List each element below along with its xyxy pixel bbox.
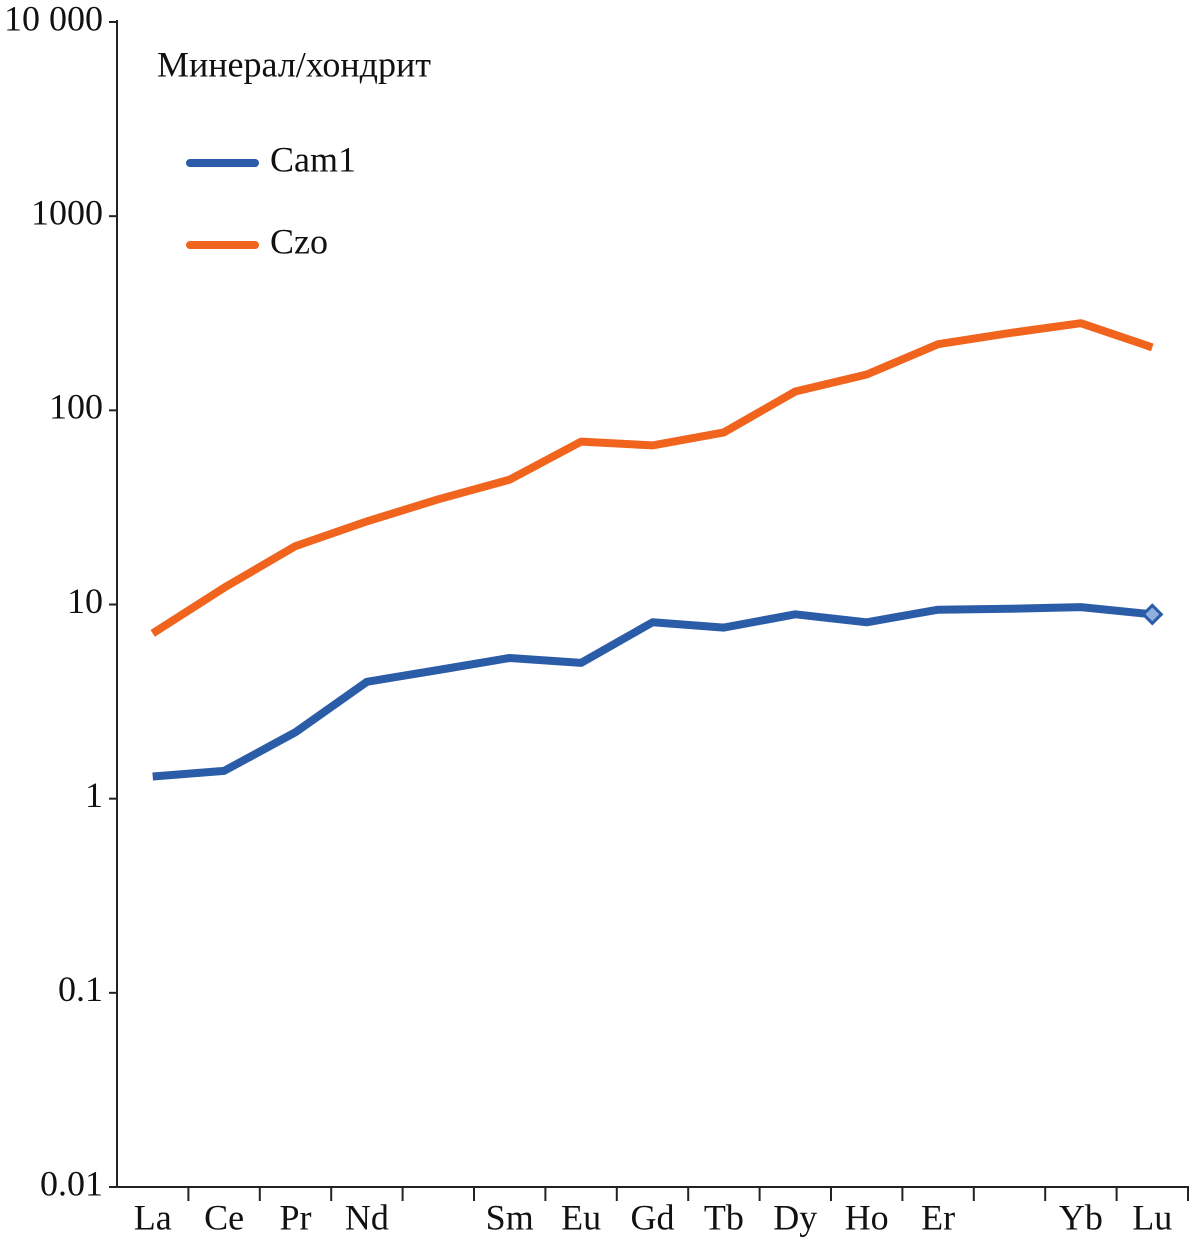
x-tick-label: Yb bbox=[1059, 1197, 1103, 1237]
y-tick-label: 0.1 bbox=[58, 969, 103, 1009]
y-tick-label: 1000 bbox=[31, 192, 103, 232]
x-tick-label: Tb bbox=[704, 1197, 744, 1237]
series-line bbox=[152, 603, 1153, 781]
x-tick-label: Pr bbox=[279, 1197, 311, 1237]
x-tick-label: Gd bbox=[631, 1197, 675, 1237]
y-axis-label: Минерал/хондрит bbox=[157, 44, 431, 84]
x-tick-label: Eu bbox=[561, 1197, 601, 1237]
legend-label: Czo bbox=[270, 221, 328, 261]
x-tick-label: Lu bbox=[1132, 1197, 1172, 1237]
y-tick-label: 10 bbox=[67, 581, 103, 621]
y-tick-label: 0.01 bbox=[40, 1163, 103, 1203]
x-tick-label: Nd bbox=[345, 1197, 389, 1237]
y-tick-label: 10 000 bbox=[4, 0, 103, 38]
legend-label: Cam1 bbox=[270, 139, 356, 179]
series-line bbox=[150, 319, 1154, 637]
y-tick-label: 1 bbox=[85, 775, 103, 815]
x-tick-label: Sm bbox=[486, 1197, 534, 1237]
end-marker bbox=[1141, 603, 1164, 626]
y-tick-label: 100 bbox=[49, 387, 103, 427]
x-tick-label: Dy bbox=[773, 1197, 817, 1237]
x-tick-label: Ho bbox=[845, 1197, 889, 1237]
x-tick-label: Er bbox=[921, 1197, 955, 1237]
x-tick-label: La bbox=[134, 1197, 172, 1237]
x-tick-label: Ce bbox=[204, 1197, 244, 1237]
